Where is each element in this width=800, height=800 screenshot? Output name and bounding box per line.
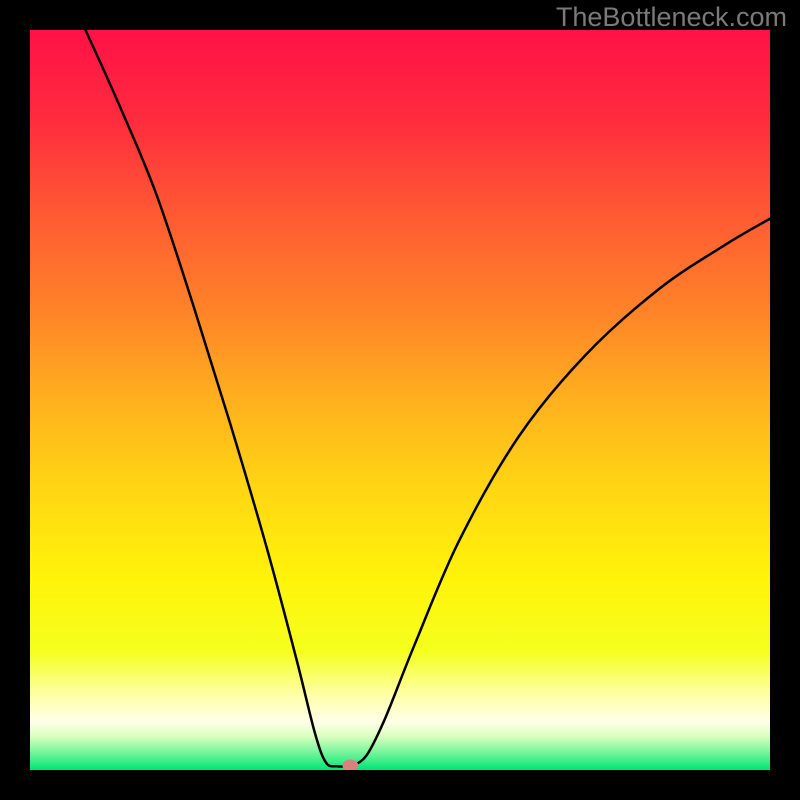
optimal-point-marker	[342, 760, 358, 772]
watermark-text: TheBottleneck.com	[556, 2, 787, 32]
chart-gradient-background	[30, 30, 770, 770]
bottleneck-chart: TheBottleneck.com	[0, 0, 800, 800]
